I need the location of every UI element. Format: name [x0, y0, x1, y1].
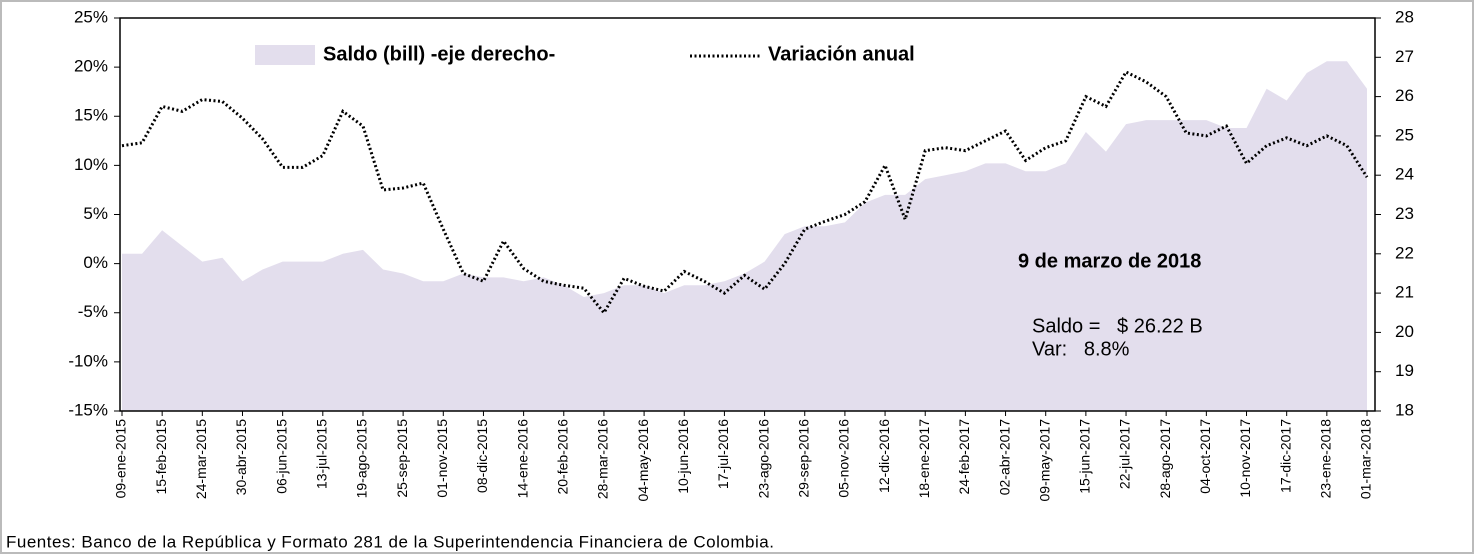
x-tick-label: 18-ene-2017 — [916, 419, 932, 499]
x-tick-label: 30-abr-2015 — [233, 419, 249, 495]
x-tick-label: 04-oct-2017 — [1197, 419, 1213, 494]
legend-label: Variación anual — [768, 43, 915, 65]
x-tick-label: 28-mar-2016 — [595, 419, 611, 499]
y2-tick-label: 25 — [1395, 125, 1414, 144]
y-tick-label: 20% — [74, 57, 108, 76]
x-tick-label: 04-may-2016 — [635, 419, 651, 502]
x-tick-label: 14-ene-2016 — [514, 419, 530, 499]
x-tick-label: 20-feb-2016 — [554, 419, 570, 495]
x-tick-label: 22-jul-2017 — [1117, 419, 1133, 489]
x-tick-label: 23-ene-2018 — [1318, 419, 1334, 499]
y2-tick-label: 28 — [1395, 7, 1414, 26]
x-tick-label: 01-mar-2018 — [1358, 419, 1374, 499]
x-tick-label: 25-sep-2015 — [394, 419, 410, 498]
y2-tick-label: 19 — [1395, 361, 1414, 380]
x-tick-label: 05-nov-2016 — [836, 419, 852, 498]
x-tick-label: 24-mar-2015 — [193, 419, 209, 499]
source-note: Fuentes: Banco de la República y Formato… — [6, 532, 774, 551]
x-tick-label: 28-ago-2017 — [1157, 419, 1173, 499]
area-series — [122, 61, 1367, 411]
y2-tick-label: 20 — [1395, 322, 1414, 341]
x-tick-label: 10-nov-2017 — [1237, 419, 1253, 498]
x-tick-label: 19-ago-2015 — [354, 419, 370, 499]
y-tick-label: -10% — [68, 351, 108, 370]
y2-tick-label: 18 — [1395, 400, 1414, 419]
x-tick-label: 06-jun-2015 — [273, 419, 289, 494]
x-tick-label: 17-jul-2016 — [715, 419, 731, 489]
x-tick-label: 23-ago-2016 — [755, 419, 771, 499]
y2-tick-label: 21 — [1395, 283, 1414, 302]
y-tick-label: 0% — [83, 253, 108, 272]
annotation: Saldo = $ 26.22 B — [1032, 315, 1203, 337]
y2-tick-label: 23 — [1395, 204, 1414, 223]
y2-tick-label: 24 — [1395, 165, 1414, 184]
y-tick-label: 15% — [74, 106, 108, 125]
x-tick-label: 08-dic-2015 — [474, 419, 490, 493]
y-tick-label: 5% — [83, 204, 108, 223]
y-tick-label: 25% — [74, 7, 108, 26]
x-tick-label: 29-sep-2016 — [795, 419, 811, 498]
y-tick-label: 10% — [74, 155, 108, 174]
x-tick-label: 24-feb-2017 — [956, 419, 972, 495]
x-tick-label: 09-may-2017 — [1036, 419, 1052, 502]
annotation: Var: 8.8% — [1032, 338, 1130, 360]
x-tick-label: 09-ene-2015 — [113, 419, 129, 499]
x-tick-label: 01-nov-2015 — [434, 419, 450, 498]
y-tick-label: -5% — [78, 302, 108, 321]
x-tick-label: 10-jun-2016 — [675, 419, 691, 494]
line-series — [121, 70, 1369, 316]
y2-tick-label: 26 — [1395, 86, 1414, 105]
x-tick-label: 12-dic-2016 — [876, 419, 892, 493]
x-tick-label: 13-jul-2015 — [314, 419, 330, 489]
x-tick-label: 02-abr-2017 — [996, 419, 1012, 495]
y2-tick-label: 27 — [1395, 47, 1414, 66]
legend-label: Saldo (bill) -eje derecho- — [323, 43, 555, 65]
annotation: 9 de marzo de 2018 — [1018, 250, 1201, 272]
plot-area — [121, 61, 1369, 411]
x-tick-label: 15-feb-2015 — [153, 419, 169, 495]
x-tick-label: 17-dic-2017 — [1277, 419, 1293, 493]
legend-swatch — [255, 45, 315, 65]
x-tick-label: 15-jun-2017 — [1077, 419, 1093, 494]
y-tick-label: -15% — [68, 400, 108, 419]
y2-tick-label: 22 — [1395, 243, 1414, 262]
